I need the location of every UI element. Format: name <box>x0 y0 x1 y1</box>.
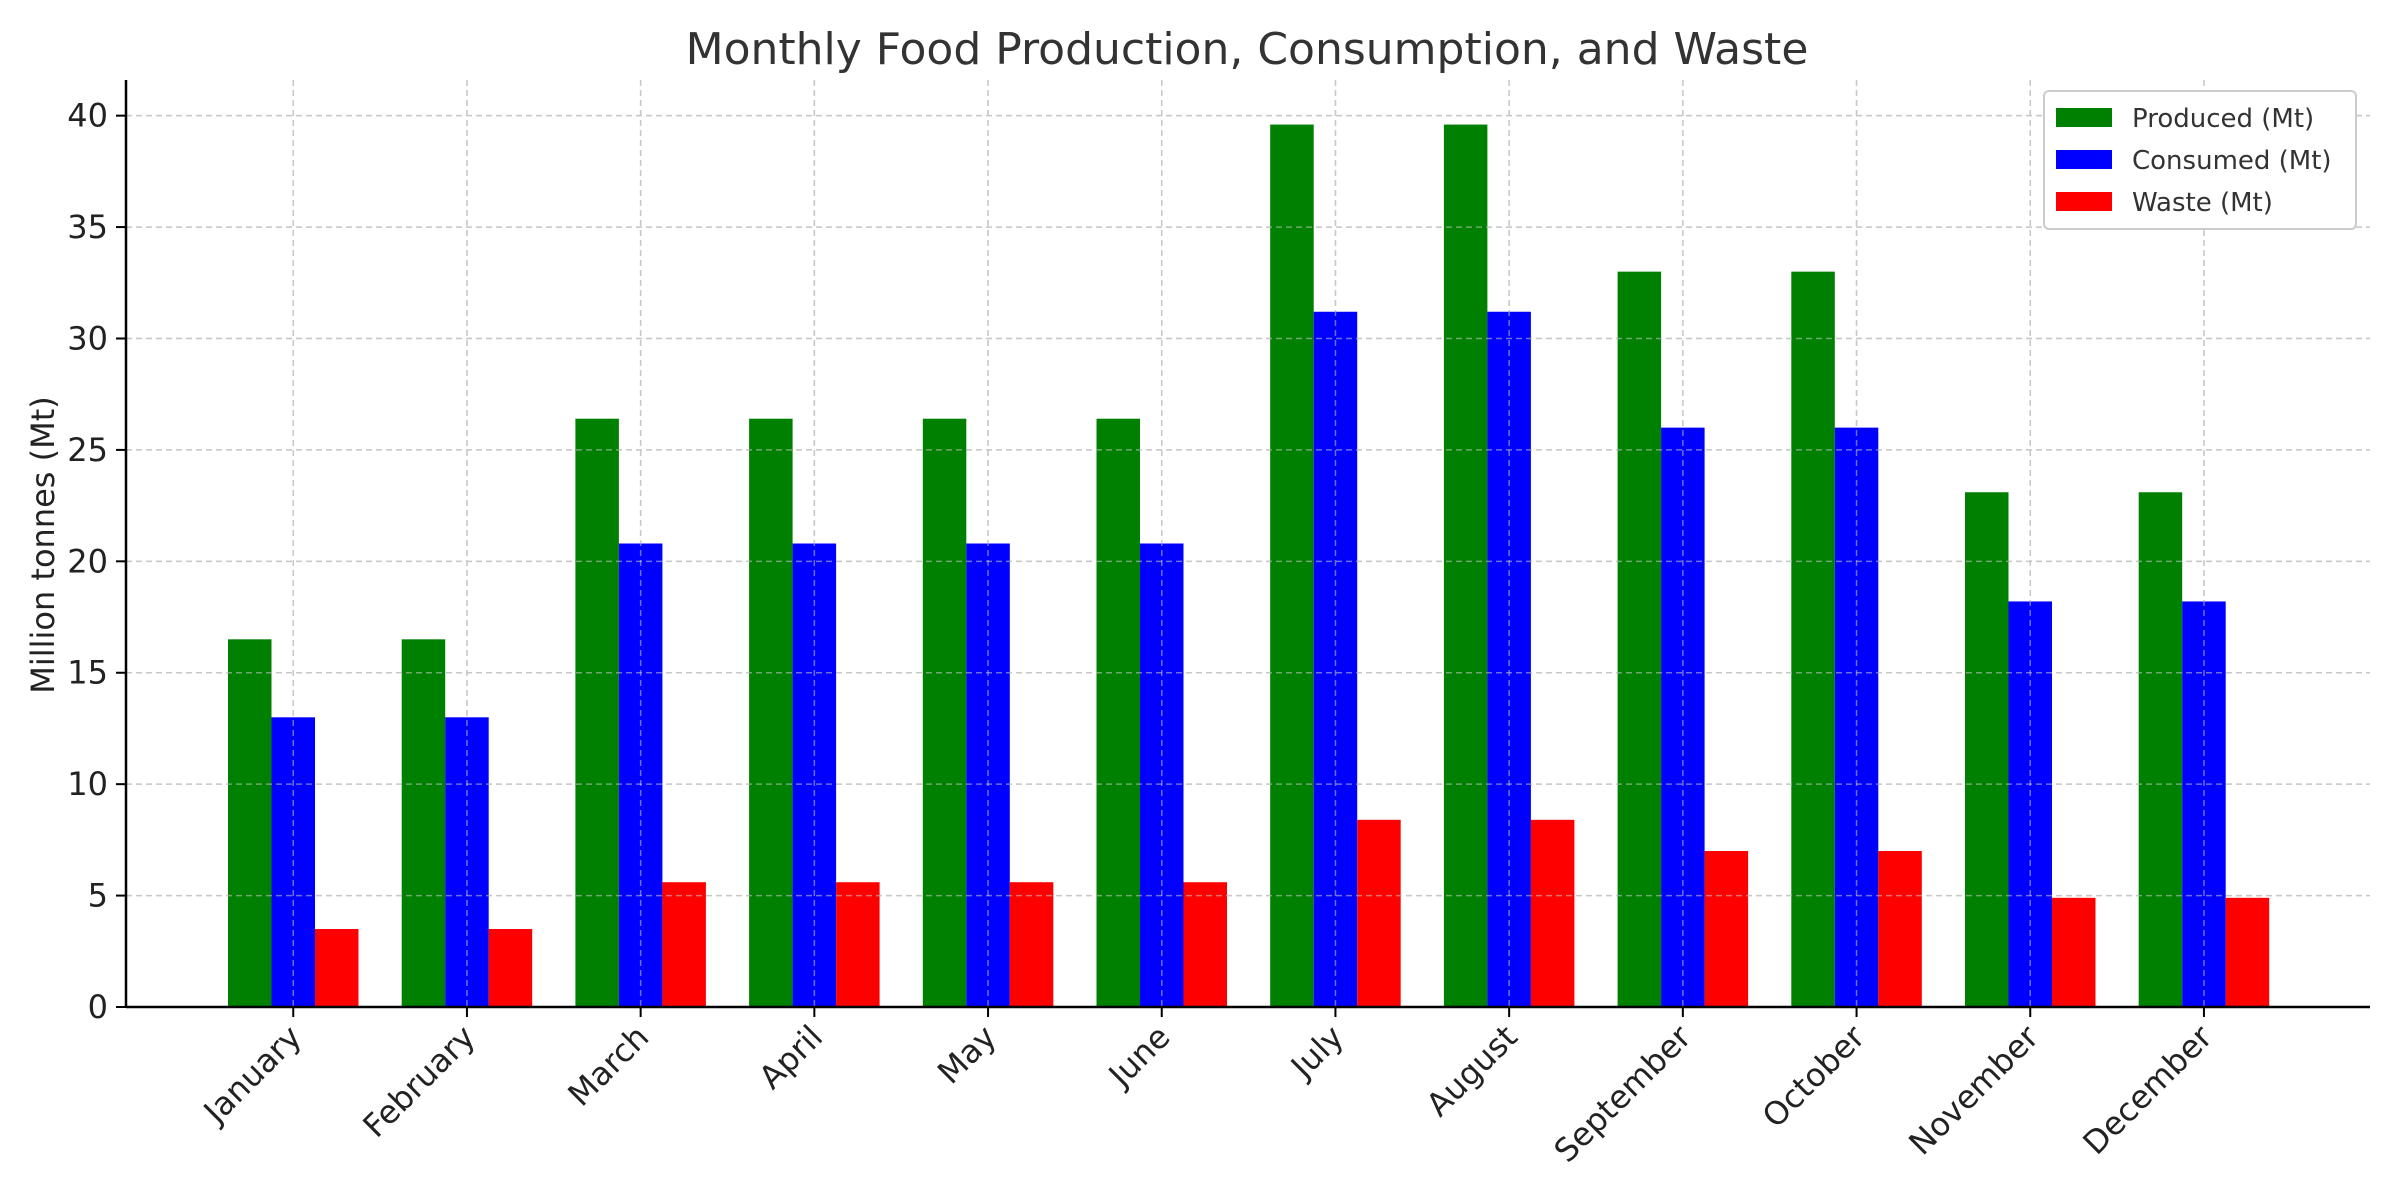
bar-produced-mt-august <box>1443 124 1488 1007</box>
bars <box>126 80 2370 1008</box>
axes <box>116 80 2370 1017</box>
bar-waste-mt-september <box>1704 851 1749 1007</box>
y-tick-label: 35 <box>67 208 108 246</box>
x-tick-label: January <box>195 1018 309 1132</box>
bar-produced-mt-january <box>228 639 272 1007</box>
legend: Produced (Mt) Consumed (Mt) Waste (Mt) <box>2043 90 2357 230</box>
x-tick-label: December <box>2075 1017 2220 1162</box>
y-tick-label: 15 <box>67 654 108 692</box>
legend-label-consumed-mt: Consumed (Mt) <box>2132 146 2332 176</box>
legend-swatch-consumed-mt <box>2056 150 2112 169</box>
x-tick-label: November <box>1901 1017 2046 1162</box>
y-tick-label: 25 <box>67 431 108 469</box>
bar-waste-mt-november <box>2052 897 2096 1007</box>
bar-produced-mt-july <box>1270 124 1314 1007</box>
bar-produced-mt-may <box>922 418 967 1007</box>
y-tick-label: 20 <box>67 542 108 580</box>
legend-swatch-waste-mt <box>2056 192 2112 211</box>
x-tick-label: July <box>1282 1018 1351 1087</box>
x-tick-label: April <box>751 1018 830 1097</box>
y-tick-label: 5 <box>88 877 108 915</box>
x-tick-label: September <box>1547 1017 1700 1170</box>
bar-waste-mt-march <box>662 882 706 1007</box>
legend-label-produced-mt: Produced (Mt) <box>2132 104 2314 134</box>
bar-produced-mt-june <box>1096 418 1140 1007</box>
y-tick-labels: 0 5 10 15 20 25 30 35 40 <box>67 97 108 1026</box>
bar-waste-mt-july <box>1357 819 1401 1007</box>
bar-waste-mt-may <box>1009 882 1054 1007</box>
y-tick-label: 10 <box>67 765 108 803</box>
bar-waste-mt-december <box>2225 897 2270 1007</box>
chart-title: Monthly Food Production, Consumption, an… <box>686 24 1809 75</box>
bar-produced-mt-february <box>401 639 446 1007</box>
bar-waste-mt-june <box>1183 882 1227 1007</box>
y-tick-label: 30 <box>67 319 108 357</box>
bar-waste-mt-february <box>488 929 533 1007</box>
x-tick-labels: January February March April May June July Augu… <box>195 1017 2220 1170</box>
x-tick-label: August <box>1419 1018 1525 1124</box>
y-tick-label: 0 <box>88 988 108 1026</box>
x-tick-label: February <box>355 1018 482 1145</box>
bar-waste-mt-april <box>836 882 880 1007</box>
y-axis-label: Million tonnes (Mt) <box>24 396 62 694</box>
bar-produced-mt-december <box>2138 492 2183 1008</box>
bar-produced-mt-november <box>1965 492 2009 1008</box>
x-tick-label: June <box>1100 1018 1178 1096</box>
bar-produced-mt-october <box>1791 271 1835 1008</box>
bar-waste-mt-october <box>1878 851 1922 1007</box>
x-tick-label: May <box>930 1018 1004 1092</box>
x-tick-label: October <box>1755 1017 1873 1135</box>
legend-label-waste-mt: Waste (Mt) <box>2132 188 2273 218</box>
bar-produced-mt-september <box>1617 271 1662 1008</box>
legend-swatch-produced-mt <box>2056 108 2112 127</box>
x-tick-label: March <box>560 1018 656 1114</box>
bar-produced-mt-april <box>749 418 793 1007</box>
bar-produced-mt-march <box>575 418 619 1007</box>
bar-waste-mt-january <box>315 929 359 1007</box>
bar-waste-mt-august <box>1530 819 1575 1007</box>
y-tick-label: 40 <box>67 97 108 135</box>
legend-frame <box>2043 90 2357 230</box>
